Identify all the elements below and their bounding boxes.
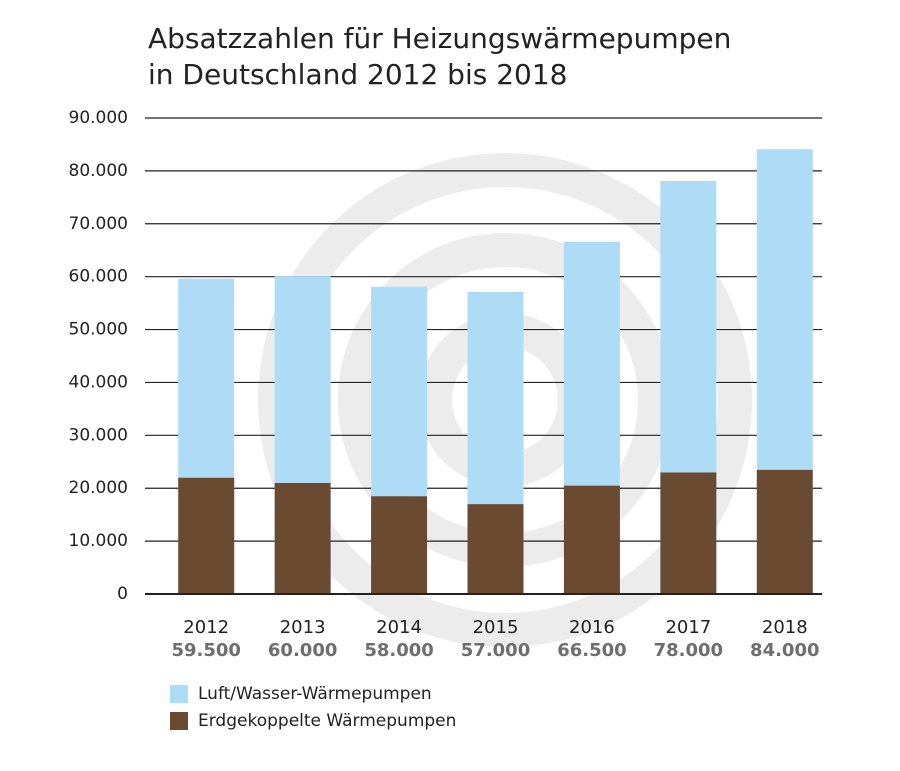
- bar-segment: [660, 181, 717, 473]
- total-label: 57.000: [461, 640, 530, 661]
- bar-segment: [467, 292, 524, 505]
- y-tick-label: 0: [117, 584, 128, 604]
- bar-segment: [274, 482, 331, 594]
- x-tick-label: 2014: [376, 617, 422, 638]
- total-label: 60.000: [268, 640, 337, 661]
- x-tick-label: 2012: [183, 617, 229, 638]
- x-tick-label: 2018: [762, 617, 808, 638]
- bar-segment: [563, 485, 620, 594]
- y-tick-label: 20.000: [69, 478, 128, 498]
- bar-segment: [563, 242, 620, 486]
- total-label: 66.500: [557, 640, 626, 661]
- y-tick-label: 70.000: [69, 214, 128, 234]
- chart-title: Absatzzahlen für Heizungswärmepumpen: [148, 22, 731, 55]
- legend-label: Erdgekoppelte Wärmepumpen: [198, 711, 456, 731]
- total-label: 78.000: [654, 640, 723, 661]
- x-tick-label: 2013: [280, 617, 326, 638]
- bar-segment: [371, 287, 428, 497]
- total-label: 84.000: [750, 640, 819, 661]
- total-label: 58.000: [364, 640, 433, 661]
- legend-swatch: [170, 685, 188, 703]
- x-tick-label: 2016: [569, 617, 615, 638]
- legend-swatch: [170, 712, 188, 730]
- bar-segment: [756, 469, 813, 594]
- chart-subtitle: in Deutschland 2012 bis 2018: [148, 58, 567, 91]
- x-tick-label: 2015: [473, 617, 519, 638]
- bar-segment: [660, 472, 717, 594]
- y-tick-label: 40.000: [69, 372, 128, 392]
- bar-segment: [371, 496, 428, 594]
- y-tick-label: 90.000: [69, 108, 128, 128]
- legend-label: Luft/Wasser-Wärmepumpen: [198, 684, 432, 704]
- x-tick-label: 2017: [665, 617, 711, 638]
- y-tick-label: 80.000: [69, 161, 128, 181]
- total-label: 59.500: [171, 640, 240, 661]
- bar-segment: [756, 149, 813, 470]
- y-tick-label: 30.000: [69, 425, 128, 445]
- bar-segment: [178, 279, 235, 478]
- bar-segment: [178, 477, 235, 594]
- y-tick-label: 10.000: [69, 531, 128, 551]
- bar-segment: [467, 504, 524, 594]
- y-tick-label: 60.000: [69, 267, 128, 287]
- y-tick-label: 50.000: [69, 320, 128, 340]
- bar-segment: [274, 276, 331, 483]
